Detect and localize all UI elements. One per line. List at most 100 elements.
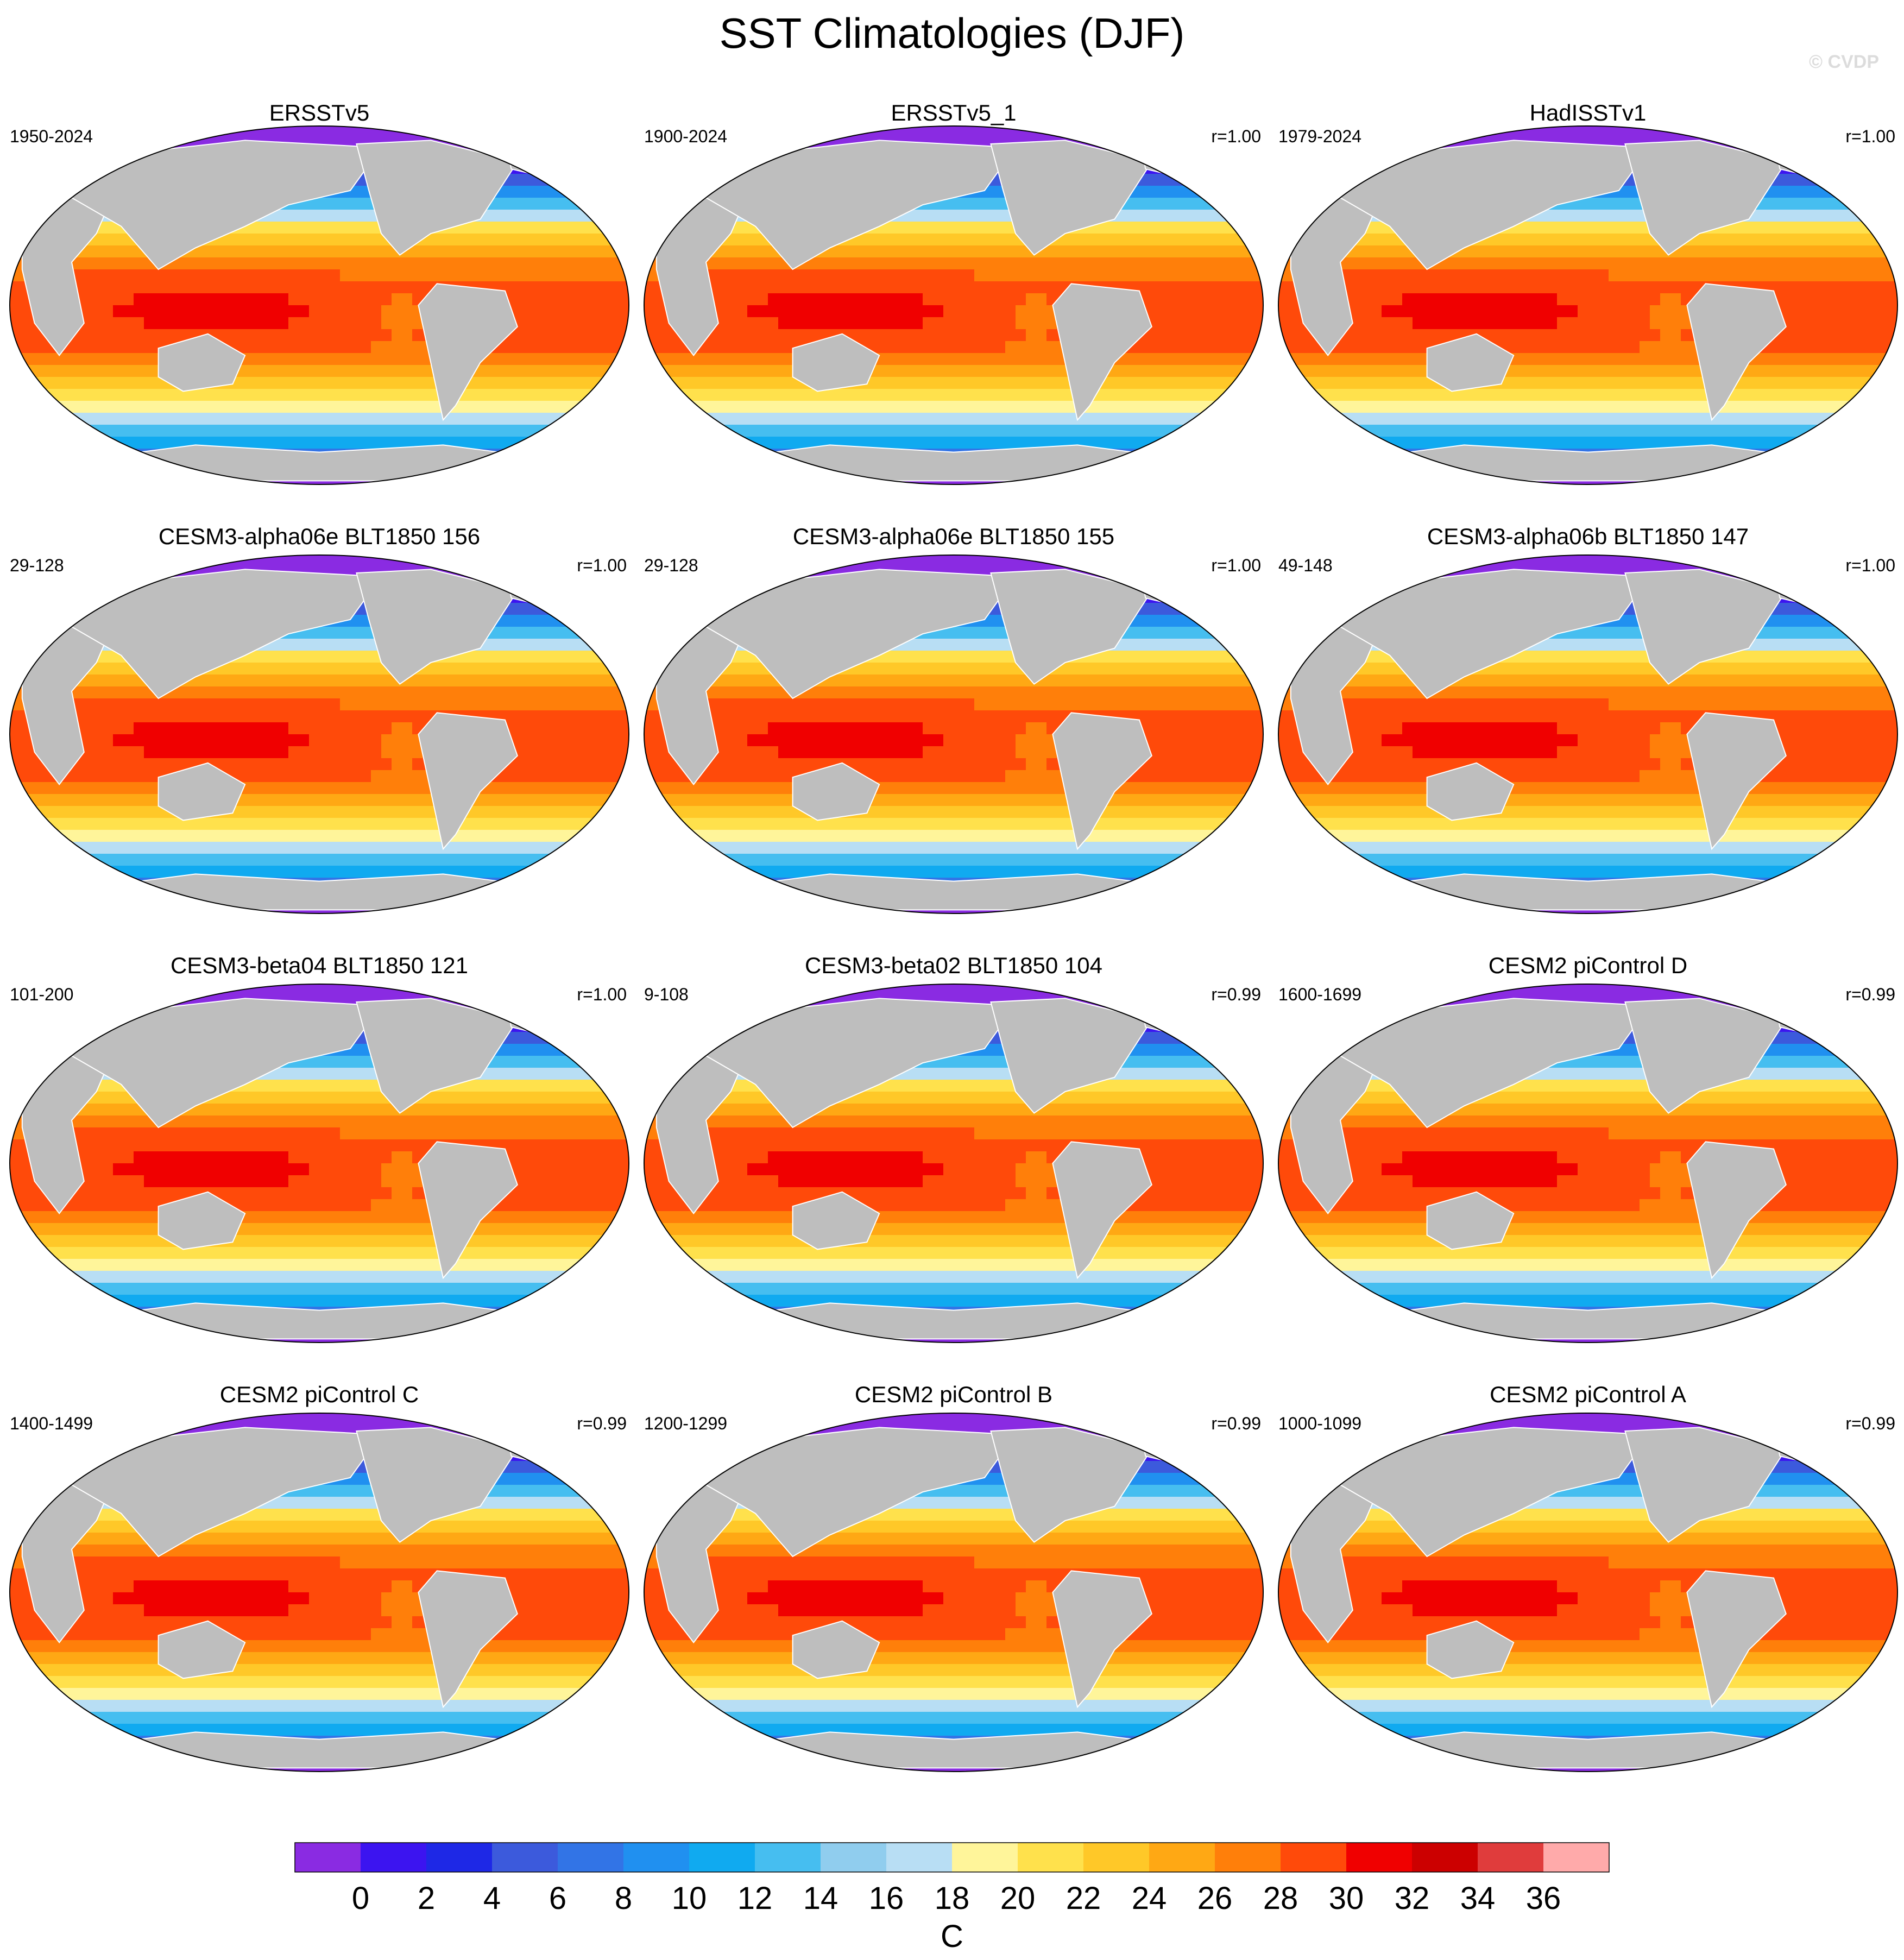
colorbar-swatch: [1281, 1843, 1347, 1872]
land-mass: [1138, 1420, 1190, 1464]
map-panel: CESM3-beta04 BLT1850 121 101-200 r=1.00: [9, 953, 629, 1343]
panel-correlation: r=0.99: [1211, 1414, 1261, 1433]
panel-period: 1950-2024: [10, 127, 93, 146]
map-panel: CESM2 piControl B 1200-1299 r=0.99: [644, 1382, 1264, 1772]
figure-title: SST Climatologies (DJF): [720, 9, 1185, 57]
sst-field: [644, 1413, 1263, 1772]
land-mass: [1321, 569, 1651, 699]
land-mass: [1321, 1427, 1651, 1558]
colorbar-tick-label: 28: [1263, 1881, 1298, 1916]
panel-period: 29-128: [644, 556, 698, 575]
land-mass: [990, 140, 1153, 256]
colorbar-tick-label: 30: [1329, 1881, 1364, 1916]
colorbar-frame: [294, 1842, 1610, 1873]
land-mass: [686, 998, 1017, 1129]
land-mass: [1321, 140, 1651, 270]
panel-correlation: r=1.00: [577, 556, 627, 575]
land-mass: [1426, 1620, 1515, 1679]
land-mass: [1138, 562, 1190, 606]
colorbar-swatch: [1478, 1843, 1544, 1872]
panel-correlation: r=1.00: [1845, 556, 1895, 575]
panel-title: CESM2 piControl B: [855, 1382, 1052, 1407]
land-mass: [1426, 1191, 1515, 1250]
land-mass: [52, 1427, 382, 1558]
colorbar-swatch: [952, 1843, 1018, 1872]
land-mass: [1052, 1570, 1152, 1709]
land-mass: [990, 569, 1153, 685]
colorbar-unit-label: C: [941, 1919, 963, 1954]
land-mass: [1624, 1427, 1787, 1543]
land-mass: [1686, 712, 1787, 850]
colorbar-tick-label: 36: [1526, 1881, 1561, 1916]
colorbar-tick-label: 6: [549, 1881, 566, 1916]
land-mass: [504, 133, 556, 177]
colorbar-swatch: [492, 1843, 558, 1872]
panel-correlation: r=1.00: [1211, 556, 1261, 575]
land-mass: [1052, 712, 1152, 850]
land-mass: [356, 998, 519, 1114]
map-outline: [9, 554, 629, 914]
panel-title: ERSSTv5: [269, 100, 369, 125]
panel-period: 1900-2024: [644, 127, 727, 146]
land-mass: [356, 569, 519, 685]
sst-field: [10, 984, 629, 1343]
land-mass: [504, 562, 556, 606]
panel-correlation: r=0.99: [577, 1414, 627, 1433]
sst-field: [10, 126, 629, 484]
land-mass: [1138, 133, 1190, 177]
colorbar-swatch: [558, 1843, 624, 1872]
map-outline: [9, 984, 629, 1343]
land-mass: [1052, 283, 1152, 421]
land-mass: [990, 998, 1153, 1114]
panel-period: 29-128: [10, 556, 64, 575]
panel-correlation: r=1.00: [577, 985, 627, 1004]
map-panel: HadISSTv1 1979-2024 r=1.00: [1278, 100, 1898, 485]
colorbar-tick-label: 12: [737, 1881, 773, 1916]
map-outline: [1278, 125, 1898, 485]
colorbar-swatch: [1083, 1843, 1150, 1872]
land-mass: [792, 762, 880, 821]
land-mass: [1686, 1141, 1787, 1280]
colorbar-swatch: [295, 1843, 361, 1872]
land-mass: [1773, 133, 1824, 177]
colorbar-swatch: [1215, 1843, 1281, 1872]
land-mass: [1686, 283, 1787, 421]
land-mass: [1624, 569, 1787, 685]
land-mass: [990, 1427, 1153, 1543]
land-mass: [1138, 991, 1190, 1035]
land-mass: [792, 1620, 880, 1679]
map-panels: ERSSTv5 1950-2024 ERSSTv5_1 1900-2024 r=1.00…: [9, 100, 1898, 1772]
sst-field: [644, 126, 1263, 484]
panel-period: 1000-1099: [1278, 1414, 1361, 1433]
land-mass: [1773, 1420, 1824, 1464]
land-mass: [1321, 998, 1651, 1129]
land-mass: [418, 1570, 518, 1709]
colorbar-tick-label: 8: [615, 1881, 632, 1916]
colorbar-swatch: [755, 1843, 821, 1872]
map-outline: [1278, 984, 1898, 1343]
colorbar-tick-label: 18: [935, 1881, 970, 1916]
map-outline: [644, 554, 1264, 914]
land-mass: [792, 1191, 880, 1250]
colorbar-tick-label: 34: [1460, 1881, 1496, 1916]
sst-field: [1278, 984, 1897, 1343]
colorbar-swatch: [426, 1843, 493, 1872]
sst-field: [10, 555, 629, 913]
colorbar-swatch: [623, 1843, 690, 1872]
map-panel: ERSSTv5 1950-2024: [9, 100, 629, 485]
panel-title: CESM2 piControl C: [220, 1382, 419, 1407]
map-panel: CESM3-beta02 BLT1850 104 9-108 r=0.99: [644, 953, 1264, 1343]
land-mass: [52, 569, 382, 699]
map-outline: [644, 984, 1264, 1343]
map-panel: CESM3-alpha06e BLT1850 155 29-128 r=1.00: [644, 524, 1264, 914]
map-outline: [644, 125, 1264, 485]
map-outline: [9, 125, 629, 485]
map-panel: CESM2 piControl D 1600-1699 r=0.99: [1278, 953, 1898, 1343]
colorbar-tick-label: 2: [418, 1881, 435, 1916]
panel-correlation: r=0.99: [1845, 985, 1895, 1004]
land-mass: [792, 333, 880, 392]
land-mass: [504, 991, 556, 1035]
colorbar-swatch: [1149, 1843, 1215, 1872]
land-mass: [157, 333, 246, 392]
land-mass: [1426, 333, 1515, 392]
